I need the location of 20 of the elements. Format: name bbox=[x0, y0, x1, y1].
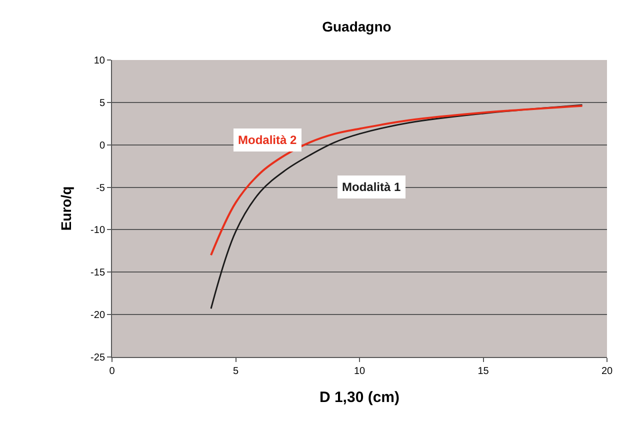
x-tick-label: 15 bbox=[478, 366, 490, 377]
text: Modalità 1 bbox=[342, 180, 401, 194]
x-tick-label: 10 bbox=[354, 366, 366, 377]
line-series bbox=[210, 104, 584, 256]
y-tick-label: -25 bbox=[90, 352, 106, 364]
y-tick-label: -20 bbox=[90, 310, 106, 322]
x-axis-title: D 1,30 (cm) bbox=[319, 389, 400, 406]
y-tick-label: 0 bbox=[99, 140, 106, 152]
series-label: Modalità 2 bbox=[238, 133, 297, 147]
x-tick-label: 20 bbox=[601, 366, 613, 377]
y-tick-label: -5 bbox=[96, 182, 106, 194]
y-tick-label: 10 bbox=[94, 56, 106, 66]
chart-title: Guadagno bbox=[322, 18, 392, 34]
y-tick-label: 5 bbox=[99, 98, 106, 109]
y-axis-title: Euro/q bbox=[58, 186, 74, 231]
y-tick-label: -10 bbox=[90, 225, 106, 236]
x-tick-label: 5 bbox=[232, 366, 239, 377]
y-tick-label: -15 bbox=[90, 268, 106, 279]
line-series bbox=[210, 104, 583, 310]
x-tick-label: 0 bbox=[109, 366, 116, 377]
